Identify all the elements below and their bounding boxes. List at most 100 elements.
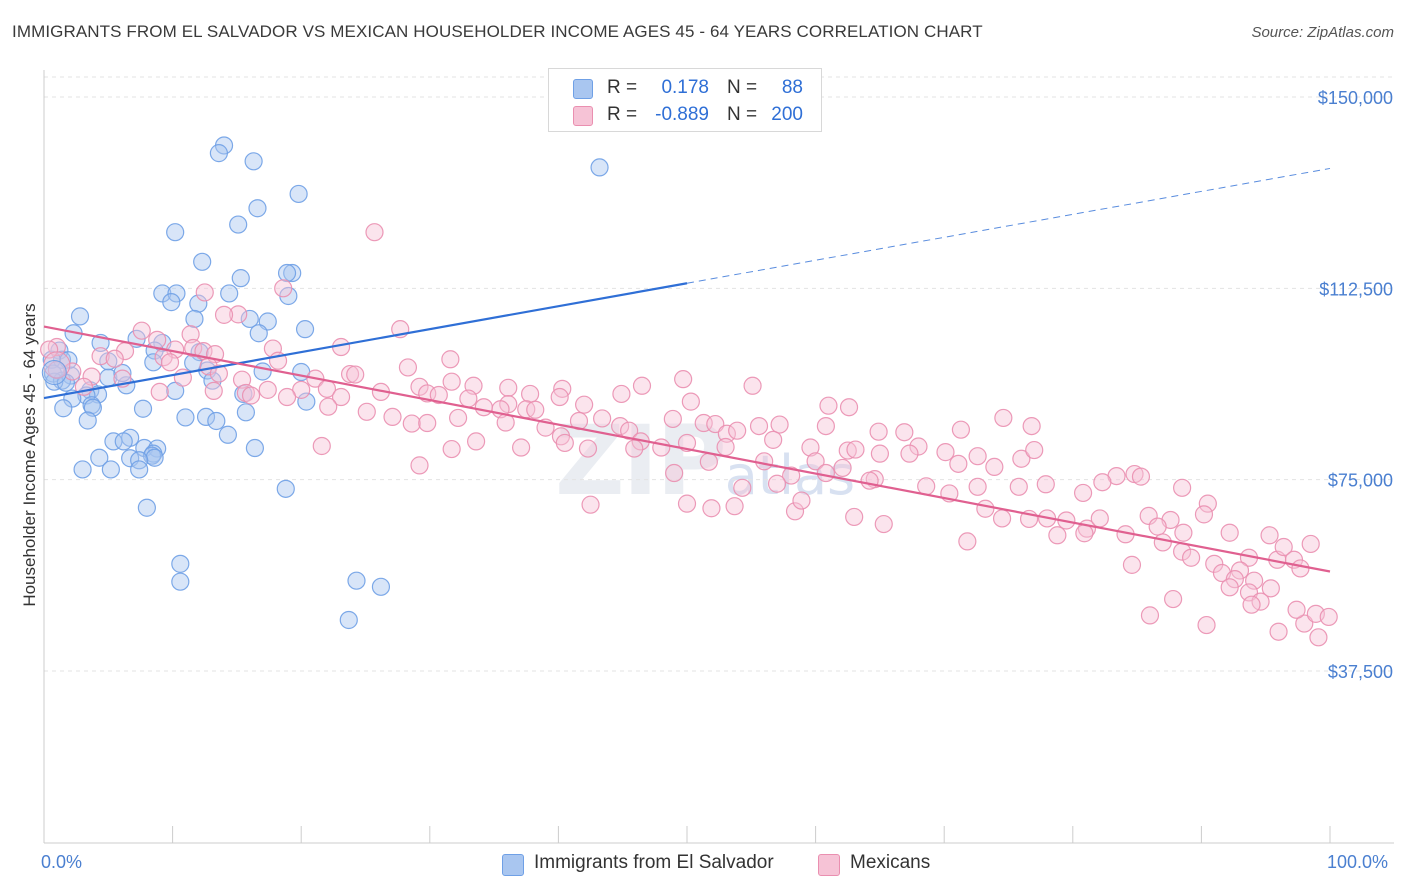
legend-r-label: R = <box>607 77 638 98</box>
mexican-point <box>346 365 365 384</box>
mexican-point <box>1140 606 1160 625</box>
mexican-point <box>819 396 838 415</box>
mexican-point <box>869 422 888 441</box>
mexican-point <box>1269 622 1288 641</box>
mexican-point <box>357 402 376 421</box>
mexican-point <box>612 384 631 404</box>
el-salvador-point <box>244 152 263 171</box>
mexican-point <box>1075 524 1094 543</box>
mexican-point <box>1148 517 1167 536</box>
el-salvador-point <box>220 284 239 303</box>
mexican-point <box>1173 478 1192 497</box>
mexican-point <box>499 378 518 397</box>
el-salvador-point <box>137 498 156 517</box>
mexican-point <box>319 397 338 416</box>
mexican-point <box>181 325 200 344</box>
series-legend: Immigrants from El Salvador Mexicans <box>0 852 1406 878</box>
mexican-point <box>1291 559 1310 578</box>
el-salvador-point <box>207 411 226 431</box>
mexican-point <box>770 415 789 434</box>
mexican-point <box>1197 615 1216 635</box>
mexican-point <box>1242 595 1261 614</box>
el-salvador-point <box>297 392 316 411</box>
mexican-point <box>665 463 684 483</box>
legend-r-label: R = <box>607 104 638 125</box>
mexican-point <box>949 454 968 473</box>
el-salvador-point <box>189 294 208 313</box>
el-salvador-point <box>295 320 315 339</box>
el-salvador-point <box>166 223 185 242</box>
mexican-point <box>184 338 203 358</box>
y-axis-label: Householder Income Ages 45 - 64 years <box>20 303 39 607</box>
mexican-point <box>725 497 744 516</box>
mexican-trend-line <box>43 325 1331 573</box>
el-salvador-trend-extension <box>686 167 1331 284</box>
mexican-point <box>1198 494 1217 513</box>
mexican-point <box>429 385 448 405</box>
mexican-point <box>1153 533 1172 552</box>
mexican-point <box>674 370 693 389</box>
mexican-point <box>63 362 82 381</box>
mexican-point <box>625 439 644 458</box>
mexican-point <box>951 420 971 439</box>
mexican-point <box>1122 555 1142 574</box>
series-swatch-pink <box>818 854 840 876</box>
mexican-point <box>40 340 59 359</box>
el-salvador-point <box>70 307 90 326</box>
el-salvador-point <box>347 571 366 590</box>
mexican-point <box>994 408 1013 428</box>
y-tick-label: $150,000 <box>1318 88 1393 108</box>
el-salvador-point <box>185 309 204 329</box>
el-salvador-point <box>193 252 212 271</box>
mexican-point <box>340 364 360 384</box>
legend-row-el-salvador: R = 0.178 N = 88 <box>549 75 821 101</box>
x-tick-label-start: 0.0% <box>41 852 83 872</box>
mexican-point <box>620 421 639 440</box>
el-salvador-point <box>73 460 92 479</box>
mexican-point <box>838 441 857 460</box>
mexican-point <box>833 458 852 478</box>
mexican-point <box>733 478 752 497</box>
mexican-point <box>1220 523 1239 542</box>
legend-swatch-blue <box>573 79 593 99</box>
mexican-point <box>1009 477 1028 496</box>
mexican-point <box>677 494 697 513</box>
mexican-point <box>274 279 293 298</box>
mexican-point <box>968 477 987 496</box>
mexican-point <box>292 380 311 399</box>
mexican-point <box>398 358 418 377</box>
axes <box>43 70 1394 844</box>
mexican-point <box>909 437 928 456</box>
mexican-point <box>442 372 461 391</box>
mexican-point <box>716 437 735 457</box>
el-salvador-point <box>248 199 267 218</box>
el-salvador-point <box>101 460 120 479</box>
mexican-point <box>767 474 787 493</box>
mexican-point <box>575 395 594 414</box>
el-salvador-point <box>590 158 609 177</box>
el-salvador-point <box>133 399 153 418</box>
watermark-main: ZIP <box>555 405 727 517</box>
legend-r-value: -0.889 <box>655 104 709 125</box>
el-salvador-trend-line <box>43 282 688 400</box>
el-salvador-point <box>145 448 164 467</box>
mexican-point <box>749 416 769 436</box>
mexican-point <box>331 387 351 407</box>
mexican-point <box>132 321 151 340</box>
mexican-point <box>1131 467 1151 486</box>
mexican-point <box>663 409 682 429</box>
mexican-point <box>706 414 725 434</box>
mexican-point <box>383 407 402 427</box>
mexican-point <box>806 452 825 471</box>
el-salvador-point <box>90 448 109 467</box>
series-label: Immigrants from El Salvador <box>534 852 774 873</box>
mexican-point <box>204 381 223 400</box>
mexican-point <box>402 414 421 433</box>
el-salvador-point <box>78 411 97 430</box>
mexican-point <box>229 305 248 324</box>
el-salvador-point <box>54 399 73 418</box>
el-salvador-point <box>276 479 295 498</box>
mexican-point <box>1090 509 1109 528</box>
mexican-point <box>82 367 101 386</box>
